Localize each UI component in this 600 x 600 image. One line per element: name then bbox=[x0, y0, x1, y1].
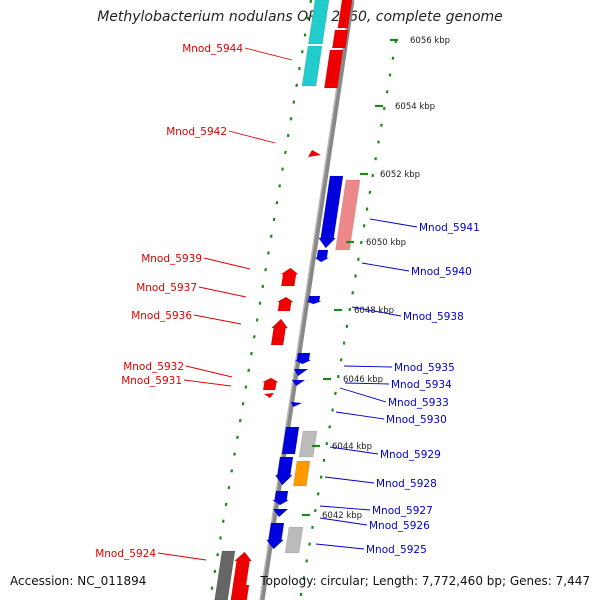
gene-forward bbox=[238, 584, 250, 600]
kbp-label: 6056 kbp bbox=[410, 36, 450, 46]
gene-reverse bbox=[273, 509, 288, 517]
gene-reverse bbox=[318, 175, 344, 249]
gene-grey bbox=[298, 430, 318, 458]
gene-forward bbox=[280, 267, 299, 287]
label-leader-line bbox=[157, 552, 207, 561]
gene-grey bbox=[284, 526, 304, 554]
label-leader-line bbox=[361, 262, 410, 272]
gene-pink bbox=[335, 179, 361, 251]
label-leader-line bbox=[198, 286, 247, 298]
gene-label-reverse: Mnod_5927 bbox=[372, 505, 433, 517]
page-title: Methylobacterium nodulans ORS 2060, comp… bbox=[97, 9, 503, 25]
gene-reverse bbox=[294, 369, 308, 376]
gene-label-reverse: Mnod_5930 bbox=[386, 414, 447, 426]
gene-label-reverse: Mnod_5928 bbox=[376, 478, 437, 490]
gene-forward bbox=[270, 318, 289, 346]
gene-label-forward: Mnod_5939 bbox=[141, 253, 202, 265]
label-leader-line bbox=[339, 387, 387, 403]
gene-dark bbox=[214, 550, 236, 600]
gene-orange bbox=[292, 460, 311, 487]
genome-axis-highlight bbox=[259, 0, 351, 600]
gene-forward bbox=[337, 0, 353, 29]
gene-forward bbox=[331, 29, 349, 49]
gene-label-forward: Mnod_5937 bbox=[136, 282, 197, 294]
label-leader-line bbox=[344, 382, 390, 385]
label-leader-line bbox=[369, 218, 418, 228]
gene-label-forward: Mnod_5932 bbox=[123, 361, 184, 373]
gene-reverse bbox=[292, 380, 305, 386]
gene-reverse bbox=[313, 249, 329, 263]
kbp-label: 6044 kbp bbox=[332, 442, 372, 452]
gene-label-reverse: Mnod_5941 bbox=[419, 222, 480, 234]
gene-reverse bbox=[274, 456, 294, 486]
label-leader-line bbox=[185, 365, 233, 378]
label-leader-line bbox=[324, 476, 375, 484]
gene-label-reverse: Mnod_5938 bbox=[403, 311, 464, 323]
gene-label-forward: Mnod_5942 bbox=[166, 126, 227, 138]
kbp-label: 6046 kbp bbox=[343, 375, 383, 385]
gene-forward bbox=[264, 393, 274, 398]
gene-label-reverse: Mnod_5925 bbox=[366, 544, 427, 556]
accession-text: Accession: NC_011894 bbox=[10, 574, 147, 588]
label-leader-line bbox=[315, 543, 365, 550]
gene-forward bbox=[308, 150, 321, 157]
label-leader-line bbox=[319, 505, 371, 511]
label-leader-line bbox=[335, 411, 385, 420]
gene-reverse bbox=[271, 490, 290, 506]
kbp-label: 6042 kbp bbox=[322, 511, 362, 521]
label-leader-line bbox=[329, 446, 379, 455]
gene-reverse bbox=[281, 426, 300, 455]
gene-reverse bbox=[265, 522, 285, 550]
gene-label-reverse: Mnod_5929 bbox=[380, 449, 441, 461]
gene-cyan bbox=[301, 45, 323, 87]
gene-label-forward: Mnod_5931 bbox=[121, 375, 182, 387]
gene-label-reverse: Mnod_5935 bbox=[394, 362, 455, 374]
gene-reverse bbox=[291, 402, 302, 407]
gene-label-forward: Mnod_5944 bbox=[182, 43, 243, 55]
label-leader-line bbox=[203, 257, 251, 270]
label-leader-line bbox=[228, 130, 276, 144]
gene-cyan bbox=[308, 0, 330, 45]
gene-label-reverse: Mnod_5940 bbox=[411, 266, 472, 278]
gene-forward bbox=[262, 377, 280, 391]
label-leader-line bbox=[351, 306, 402, 317]
gene-label-reverse: Mnod_5926 bbox=[369, 520, 430, 532]
kbp-label: 6050 kbp bbox=[366, 238, 406, 248]
gene-labels: Mnod_5944 Mnod_5942 Mnod_5939 Mnod_5937 Mnod… bbox=[95, 43, 480, 560]
genome-summary-text: Topology: circular; Length: 7,772,460 bp… bbox=[260, 574, 590, 588]
label-leader-line bbox=[193, 314, 242, 325]
kbp-label: 6052 kbp bbox=[380, 170, 420, 180]
gene-forward bbox=[230, 551, 253, 600]
label-leader-line bbox=[343, 365, 393, 368]
gene-reverse bbox=[306, 295, 322, 305]
gene-label-reverse: Mnod_5934 bbox=[391, 379, 452, 391]
left-track-line bbox=[208, 0, 313, 600]
label-leaders bbox=[157, 47, 418, 561]
gene-features bbox=[214, 0, 361, 600]
gene-reverse bbox=[294, 352, 312, 365]
kbp-label: 6054 kbp bbox=[395, 102, 435, 112]
label-leader-line bbox=[183, 379, 232, 387]
label-leader-line bbox=[244, 47, 293, 61]
gene-forward bbox=[323, 49, 344, 89]
gene-label-reverse: Mnod_5933 bbox=[388, 397, 449, 409]
gene-label-forward: Mnod_5924 bbox=[95, 548, 156, 560]
label-leader-line bbox=[319, 517, 368, 526]
gene-forward bbox=[276, 296, 295, 312]
gene-label-forward: Mnod_5936 bbox=[131, 310, 192, 322]
